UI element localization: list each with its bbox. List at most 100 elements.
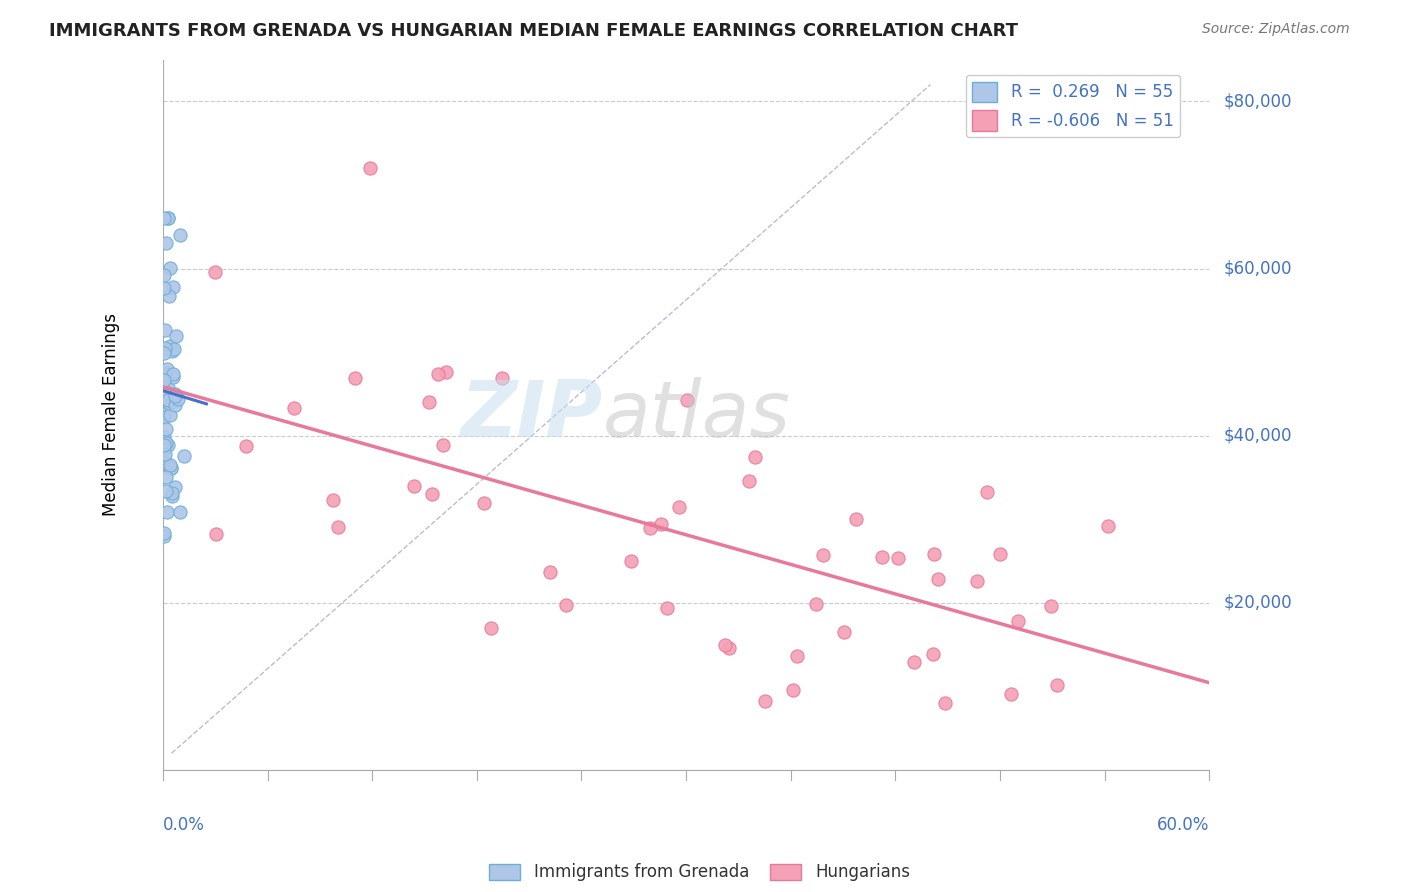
Point [886,551,908,566]
Point [162,489,184,503]
Point [988,548,1011,562]
Point [163,398,186,412]
Point [153,526,176,541]
Point [555,598,578,612]
Point [156,381,179,395]
Point [845,512,868,526]
Point [160,343,183,358]
Point [153,429,176,443]
Point [976,485,998,500]
Point [1000,687,1022,701]
Point [155,436,177,450]
Point [152,410,174,425]
Point [420,487,443,501]
Point [481,621,503,635]
Text: Median Female Earnings: Median Female Earnings [101,313,120,516]
Point [655,600,678,615]
Point [235,439,257,453]
Text: Immigrants from Grenada: Immigrants from Grenada [534,863,749,881]
Point [159,461,181,475]
Point [163,480,186,494]
Point [155,367,177,381]
Point [169,506,191,520]
Point [155,447,177,461]
Point [1007,614,1029,628]
Point [934,696,956,710]
Text: IMMIGRANTS FROM GRENADA VS HUNGARIAN MEDIAN FEMALE EARNINGS CORRELATION CHART: IMMIGRANTS FROM GRENADA VS HUNGARIAN MED… [49,22,1018,40]
Point [155,235,177,250]
Point [152,281,174,295]
Point [156,361,179,376]
Point [165,328,187,343]
Point [402,478,425,492]
Point [156,438,179,452]
Point [921,647,943,661]
Point [782,683,804,698]
Point [205,527,228,541]
Point [1046,678,1069,692]
Point [152,529,174,543]
Point [638,521,661,535]
Point [157,211,180,226]
Point [538,566,561,580]
Point [173,449,195,463]
Point [1040,599,1063,613]
Point [163,389,186,403]
Point [157,396,180,410]
Point [160,461,183,475]
Point [153,368,176,382]
Text: Hungarians: Hungarians [815,863,911,881]
Point [786,648,808,663]
Point [165,387,187,401]
Point [754,694,776,708]
Point [153,437,176,451]
Point [159,408,181,422]
Point [160,485,183,500]
Point [966,574,988,588]
Point [922,547,945,561]
Point [163,342,186,356]
Point [159,458,181,472]
Point [283,401,305,415]
Point [870,549,893,564]
Point [155,483,177,498]
Point [426,368,449,382]
Point [153,323,176,337]
Text: Source: ZipAtlas.com: Source: ZipAtlas.com [1202,22,1350,37]
Point [157,392,180,407]
Point [832,624,855,639]
Point [343,371,366,385]
Point [717,640,740,655]
Point [668,500,690,514]
Point [738,474,761,488]
Point [744,450,766,464]
Point [156,505,179,519]
Point [155,422,177,436]
Point [204,264,226,278]
Point [434,365,457,379]
Point [927,572,949,586]
Point [153,442,176,456]
Legend: R =  0.269   N = 55, R = -0.606   N = 51: R = 0.269 N = 55, R = -0.606 N = 51 [966,75,1180,137]
Point [811,548,834,562]
Point [156,211,179,226]
Point [162,280,184,294]
Point [432,438,454,452]
Point [159,339,181,353]
Point [491,371,513,385]
Point [155,341,177,355]
Point [472,496,495,510]
Text: $40,000: $40,000 [1223,426,1292,445]
Point [359,161,381,176]
Text: 0.0%: 0.0% [163,816,205,834]
Point [328,520,350,534]
Point [152,211,174,226]
Point [1097,518,1119,533]
Point [167,392,190,406]
Point [650,517,672,532]
Point [169,227,191,242]
Point [153,268,176,282]
Point [322,493,344,508]
Point [620,554,643,568]
Point [162,367,184,381]
